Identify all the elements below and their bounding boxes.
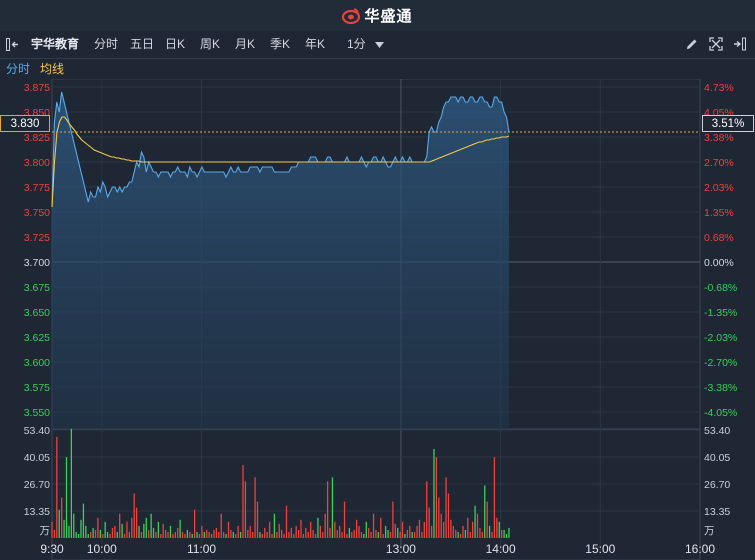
price-tick-label: 3.625 bbox=[24, 332, 50, 344]
brand-logo-icon bbox=[342, 7, 361, 24]
tab-yearly-k[interactable]: 年K bbox=[305, 37, 326, 51]
pct-tick-label: -2.03% bbox=[704, 332, 737, 344]
pct-tick-label: -0.68% bbox=[704, 282, 737, 294]
time-label: 15:00 bbox=[585, 542, 615, 556]
stock-name: 宇华教育 bbox=[31, 37, 80, 51]
average-line bbox=[51, 116, 510, 208]
collapse-panel-icon[interactable] bbox=[6, 38, 20, 51]
volume-unit-label: 万 bbox=[40, 525, 51, 537]
time-label: 11:00 bbox=[187, 542, 216, 556]
time-label: 13:00 bbox=[386, 542, 416, 556]
price-area bbox=[52, 92, 509, 452]
chart-legend: 分时 均线 bbox=[0, 59, 755, 79]
pct-tick-label: 1.35% bbox=[704, 207, 734, 219]
tab-intraday[interactable]: 分时 bbox=[94, 37, 119, 51]
pct-tick-label: 2.03% bbox=[704, 182, 734, 194]
pct-tick-label: 3.38% bbox=[704, 132, 734, 144]
price-tick-label: 3.550 bbox=[24, 407, 50, 419]
pct-tick-label: -4.05% bbox=[704, 407, 737, 419]
draw-pencil-icon[interactable] bbox=[685, 37, 699, 51]
legend-average: 均线 bbox=[40, 62, 65, 76]
price-tick-label: 3.600 bbox=[24, 357, 50, 369]
price-tick-label: 3.725 bbox=[24, 232, 50, 244]
pct-tick-label: 4.73% bbox=[704, 82, 734, 94]
pct-tick-label: 0.00% bbox=[704, 257, 734, 269]
volume-tick-label: 40.05 bbox=[704, 452, 730, 464]
tab-daily-k[interactable]: 日K bbox=[165, 37, 186, 51]
pct-tick-label: 2.70% bbox=[704, 157, 734, 169]
brand: 华盛通 bbox=[0, 0, 755, 31]
price-tick-label: 3.700 bbox=[24, 257, 50, 269]
price-line bbox=[51, 91, 510, 208]
price-tick-label: 3.675 bbox=[24, 282, 50, 294]
interval-value: 1分 bbox=[347, 37, 366, 51]
current-price-tag: 3.830 bbox=[0, 115, 50, 132]
tab-five-day[interactable]: 五日 bbox=[130, 37, 155, 51]
current-pct-tag: 3.51% bbox=[702, 115, 754, 132]
chart-toolbar: 宇华教育 分时 五日 日K 周K 月K 季K 年K 1分 bbox=[0, 31, 755, 59]
price-tick-label: 3.750 bbox=[24, 207, 50, 219]
price-tick-label: 3.575 bbox=[24, 382, 50, 394]
top-bar: 华盛通 bbox=[0, 0, 755, 32]
price-tick-label: 3.875 bbox=[24, 82, 50, 94]
price-tick-label: 3.650 bbox=[24, 307, 50, 319]
volume-tick-label: 40.05 bbox=[24, 452, 50, 464]
time-label: 9:30 bbox=[40, 542, 64, 556]
legend-intraday: 分时 bbox=[6, 62, 31, 76]
fullscreen-icon[interactable] bbox=[709, 37, 723, 51]
toolbar-right-icons bbox=[685, 37, 747, 51]
expand-panel-icon[interactable] bbox=[733, 37, 747, 51]
price-tick-label: 3.825 bbox=[24, 132, 50, 144]
pct-tick-label: 0.68% bbox=[704, 232, 734, 244]
brand-name: 华盛通 bbox=[364, 8, 413, 25]
time-label: 14:00 bbox=[486, 542, 516, 556]
price-tick-label: 3.800 bbox=[24, 157, 50, 169]
volume-unit-label: 万 bbox=[704, 525, 715, 537]
pct-tick-label: -1.35% bbox=[704, 307, 737, 319]
price-tick-label: 3.775 bbox=[24, 182, 50, 194]
tab-monthly-k[interactable]: 月K bbox=[235, 37, 256, 51]
chevron-down-icon bbox=[375, 41, 385, 48]
volume-tick-label: 53.40 bbox=[704, 425, 730, 437]
pct-tick-label: -2.70% bbox=[704, 357, 737, 369]
pct-tick-label: -3.38% bbox=[704, 382, 737, 394]
interval-select[interactable]: 1分 bbox=[347, 31, 385, 58]
time-label: 10:00 bbox=[87, 542, 117, 556]
volume-tick-label: 53.40 bbox=[24, 425, 50, 437]
volume-tick-label: 13.35 bbox=[24, 506, 50, 518]
time-label: 16:00 bbox=[685, 542, 715, 556]
intraday-chart[interactable]: 3.875 4.73%3.850 4.05%3.825 3.38%3.800 2.70%… bbox=[0, 79, 755, 560]
volume-tick-label: 26.70 bbox=[24, 479, 50, 491]
tab-weekly-k[interactable]: 周K bbox=[200, 37, 221, 51]
volume-tick-label: 26.70 bbox=[704, 479, 730, 491]
volume-tick-label: 13.35 bbox=[704, 506, 730, 518]
tab-quarterly-k[interactable]: 季K bbox=[270, 37, 291, 51]
